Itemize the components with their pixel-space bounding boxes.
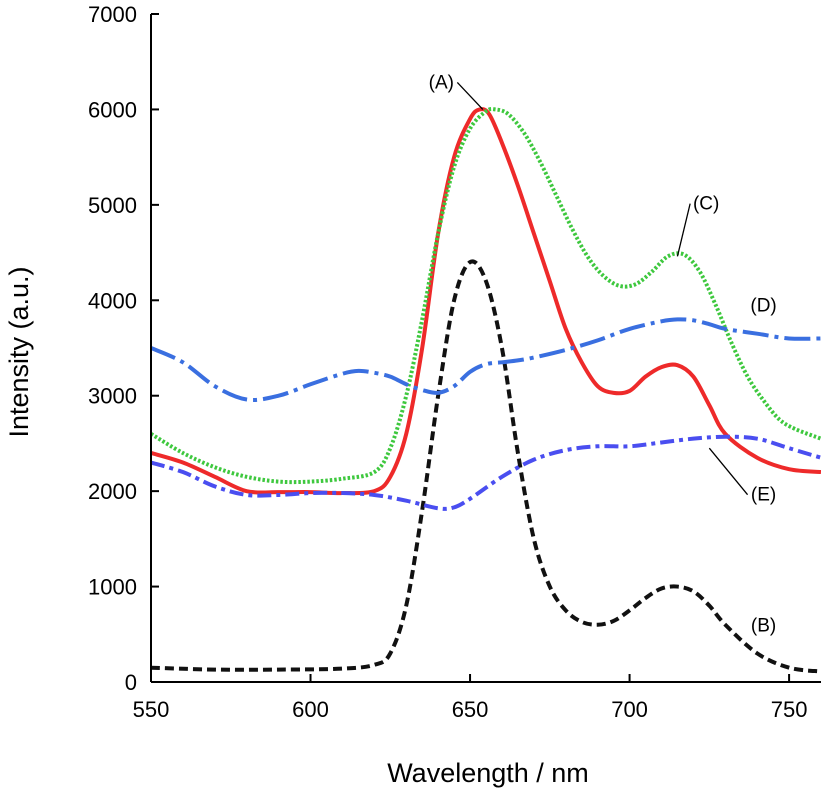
x-tick-label: 600 [292, 697, 329, 722]
annotation-leader-e [708, 447, 749, 496]
y-tick-label: 2000 [88, 479, 137, 504]
annotation-label-e: (E) [751, 485, 776, 506]
series-line-d [151, 317, 821, 402]
y-axis-title: Intensity (a.u.) [4, 266, 34, 437]
annotation-leader-a [456, 81, 484, 110]
x-axis-title: Wavelength / nm [387, 758, 589, 788]
annotation-label-a: (A) [429, 72, 454, 93]
annotation-leader-c [676, 203, 691, 257]
axes-layer: 550 600 650 700 750 0 1000 2000 3000 4000 5000 6000… [88, 2, 821, 722]
annotation-layer: (A) (C) (D) (E) (B) [429, 72, 777, 636]
y-tick-label: 1000 [88, 575, 137, 600]
series-line-a [151, 107, 821, 496]
annotation-label-d: (D) [750, 296, 776, 317]
y-tick-label: 3000 [88, 384, 137, 409]
y-tick-label: 0 [125, 670, 137, 695]
annotation-label-b: (B) [751, 615, 776, 636]
y-tick-label: 5000 [88, 193, 137, 218]
x-tick-label: 750 [771, 697, 808, 722]
y-tick-label: 6000 [88, 97, 137, 122]
y-tick-label: 7000 [88, 2, 137, 27]
x-tick-label: 700 [611, 697, 648, 722]
series-line-c [151, 106, 821, 485]
y-tick-label: 4000 [88, 288, 137, 313]
series-line-b [151, 259, 821, 674]
series-layer [151, 106, 821, 674]
annotation-label-c: (C) [693, 194, 719, 215]
series-line-e [151, 434, 821, 511]
x-tick-label: 650 [452, 697, 489, 722]
x-tick-label: 550 [133, 697, 170, 722]
